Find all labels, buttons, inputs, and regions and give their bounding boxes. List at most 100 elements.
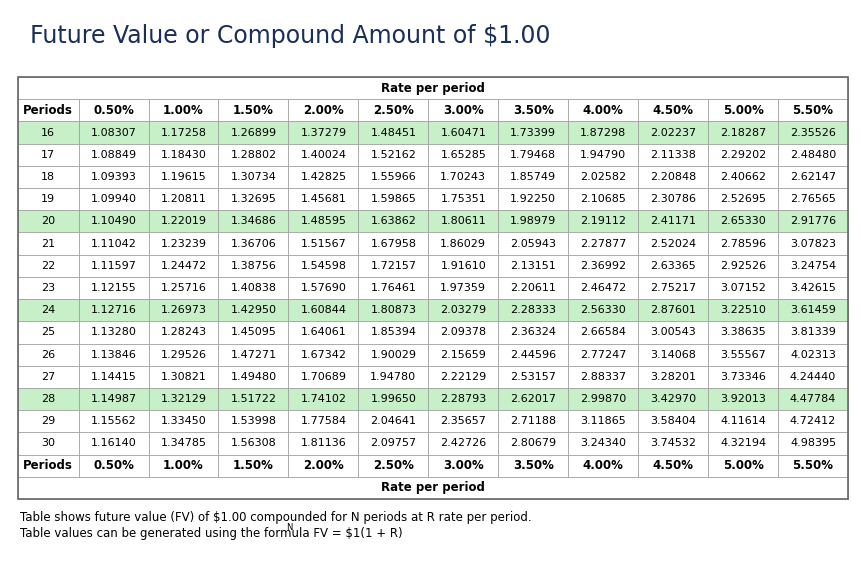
Bar [498, 188, 567, 211]
Bar [148, 255, 218, 277]
Bar [78, 410, 148, 432]
Text: 2.52695: 2.52695 [719, 194, 765, 204]
Text: 5.50%: 5.50% [791, 459, 833, 472]
Bar [148, 455, 218, 477]
Text: 1.33450: 1.33450 [160, 417, 206, 426]
Text: 3.58404: 3.58404 [649, 417, 696, 426]
Text: 2.62147: 2.62147 [789, 172, 835, 182]
Bar [567, 299, 637, 321]
Text: 1.23239: 1.23239 [160, 238, 207, 249]
Bar [148, 143, 218, 166]
Bar [567, 143, 637, 166]
Bar [358, 166, 428, 188]
Text: 19: 19 [41, 194, 55, 204]
Bar [498, 99, 567, 121]
Bar [78, 99, 148, 121]
Text: Periods: Periods [23, 104, 73, 117]
Text: 1.75351: 1.75351 [440, 194, 486, 204]
Text: 2.02582: 2.02582 [579, 172, 626, 182]
Text: 3.07152: 3.07152 [719, 283, 765, 293]
Text: 2.71188: 2.71188 [510, 417, 555, 426]
Bar [567, 277, 637, 299]
Text: 2.50%: 2.50% [373, 459, 413, 472]
Bar [707, 166, 777, 188]
Bar [498, 388, 567, 410]
Bar [148, 211, 218, 233]
Bar [288, 121, 358, 143]
Text: 1.00%: 1.00% [163, 459, 204, 472]
Text: 2.48480: 2.48480 [789, 150, 835, 160]
Bar [637, 277, 707, 299]
Text: 1.29526: 1.29526 [160, 349, 207, 360]
Text: 1.26899: 1.26899 [230, 127, 276, 138]
Text: 1.40838: 1.40838 [230, 283, 276, 293]
Bar [777, 99, 847, 121]
Text: 4.98395: 4.98395 [789, 439, 835, 448]
Text: 4.00%: 4.00% [582, 104, 623, 117]
Bar [777, 166, 847, 188]
Text: 1.32695: 1.32695 [230, 194, 276, 204]
Bar [637, 410, 707, 432]
Text: 1.91610: 1.91610 [440, 261, 486, 271]
Text: 2.63365: 2.63365 [649, 261, 695, 271]
Text: 1.51722: 1.51722 [230, 394, 276, 404]
Text: 3.14068: 3.14068 [649, 349, 696, 360]
Bar [358, 366, 428, 388]
Bar [78, 188, 148, 211]
Text: 2.80679: 2.80679 [510, 439, 555, 448]
Text: 1.42825: 1.42825 [300, 172, 346, 182]
Text: 1.49480: 1.49480 [230, 372, 276, 382]
Bar [148, 388, 218, 410]
Bar [428, 366, 498, 388]
Bar [148, 121, 218, 143]
Text: 1.20811: 1.20811 [160, 194, 206, 204]
Bar [148, 410, 218, 432]
Text: 2.41171: 2.41171 [649, 216, 696, 226]
Text: 2.03279: 2.03279 [440, 305, 486, 315]
Bar [707, 344, 777, 366]
Bar [218, 211, 288, 233]
Text: 2.66584: 2.66584 [579, 327, 625, 337]
Bar [148, 432, 218, 455]
Text: 2.28333: 2.28333 [510, 305, 555, 315]
Bar [707, 188, 777, 211]
Text: 5.00%: 5.00% [722, 104, 763, 117]
Text: 1.34785: 1.34785 [160, 439, 207, 448]
Text: 5.50%: 5.50% [791, 104, 833, 117]
Bar [498, 366, 567, 388]
Text: 2.56330: 2.56330 [579, 305, 625, 315]
Bar [498, 432, 567, 455]
Bar [567, 321, 637, 344]
Text: 1.28243: 1.28243 [160, 327, 207, 337]
Text: 1.38756: 1.38756 [230, 261, 276, 271]
Bar [78, 455, 148, 477]
Text: 2.13151: 2.13151 [510, 261, 555, 271]
Bar [428, 255, 498, 277]
Bar [567, 432, 637, 455]
Text: 0.50%: 0.50% [93, 459, 133, 472]
Text: 3.11865: 3.11865 [579, 417, 625, 426]
Text: 1.53998: 1.53998 [230, 417, 276, 426]
Text: 1.94780: 1.94780 [370, 372, 416, 382]
Text: 3.24754: 3.24754 [789, 261, 835, 271]
Bar [288, 99, 358, 121]
Bar [218, 99, 288, 121]
Bar [777, 321, 847, 344]
Text: 1.14987: 1.14987 [90, 394, 136, 404]
Text: .: . [293, 527, 296, 540]
Text: 3.81339: 3.81339 [790, 327, 835, 337]
Bar [218, 321, 288, 344]
Text: 1.64061: 1.64061 [300, 327, 346, 337]
Text: 2.76565: 2.76565 [790, 194, 835, 204]
Bar [218, 166, 288, 188]
Text: 2.78596: 2.78596 [719, 238, 765, 249]
Bar [428, 321, 498, 344]
Bar [78, 166, 148, 188]
Bar [777, 143, 847, 166]
Bar [218, 410, 288, 432]
Bar [288, 410, 358, 432]
Text: 2.35526: 2.35526 [790, 127, 835, 138]
Text: 1.09393: 1.09393 [90, 172, 136, 182]
Bar [567, 255, 637, 277]
Text: 1.72157: 1.72157 [370, 261, 416, 271]
